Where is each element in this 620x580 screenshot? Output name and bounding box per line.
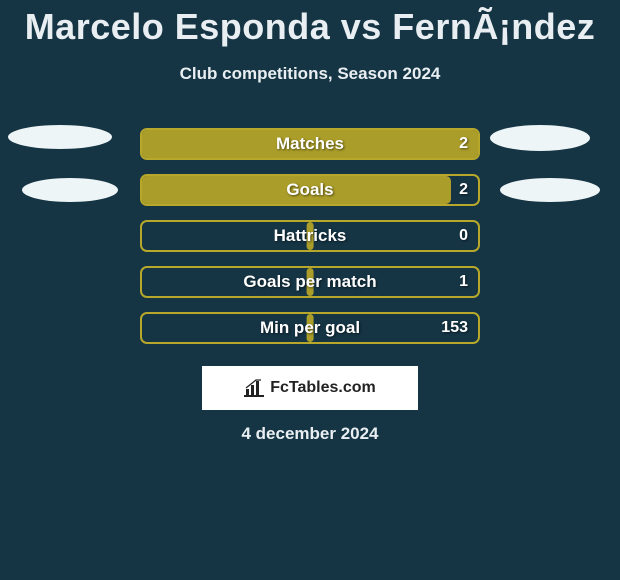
stat-row: Hattricks 0: [140, 220, 480, 252]
stat-row: Matches 2: [140, 128, 480, 160]
stat-value: 2: [459, 181, 468, 199]
stat-value: 0: [459, 227, 468, 245]
stats-container: Matches 2 Goals 2 Hattricks 0 Goals per match 1…: [0, 128, 620, 344]
brand-badge: FcTables.com: [202, 366, 418, 410]
subtitle: Club competitions, Season 2024: [0, 64, 620, 84]
stat-label: Matches: [276, 134, 344, 154]
stat-label: Min per goal: [260, 318, 360, 338]
stat-value: 2: [459, 135, 468, 153]
brand-text: FcTables.com: [270, 379, 376, 397]
stat-label: Hattricks: [274, 226, 347, 246]
stat-value: 1: [459, 273, 468, 291]
comparison-infographic: Marcelo Esponda vs FernÃ¡ndez Club compe…: [0, 0, 620, 580]
stat-row: Goals per match 1: [140, 266, 480, 298]
bar-chart-icon: [244, 379, 264, 397]
stat-row: Goals 2: [140, 174, 480, 206]
date-label: 4 december 2024: [0, 424, 620, 444]
stat-value: 153: [441, 319, 468, 337]
page-title: Marcelo Esponda vs FernÃ¡ndez: [0, 0, 620, 48]
stat-label: Goals: [286, 180, 333, 200]
stat-label: Goals per match: [243, 272, 376, 292]
stat-row: Min per goal 153: [140, 312, 480, 344]
